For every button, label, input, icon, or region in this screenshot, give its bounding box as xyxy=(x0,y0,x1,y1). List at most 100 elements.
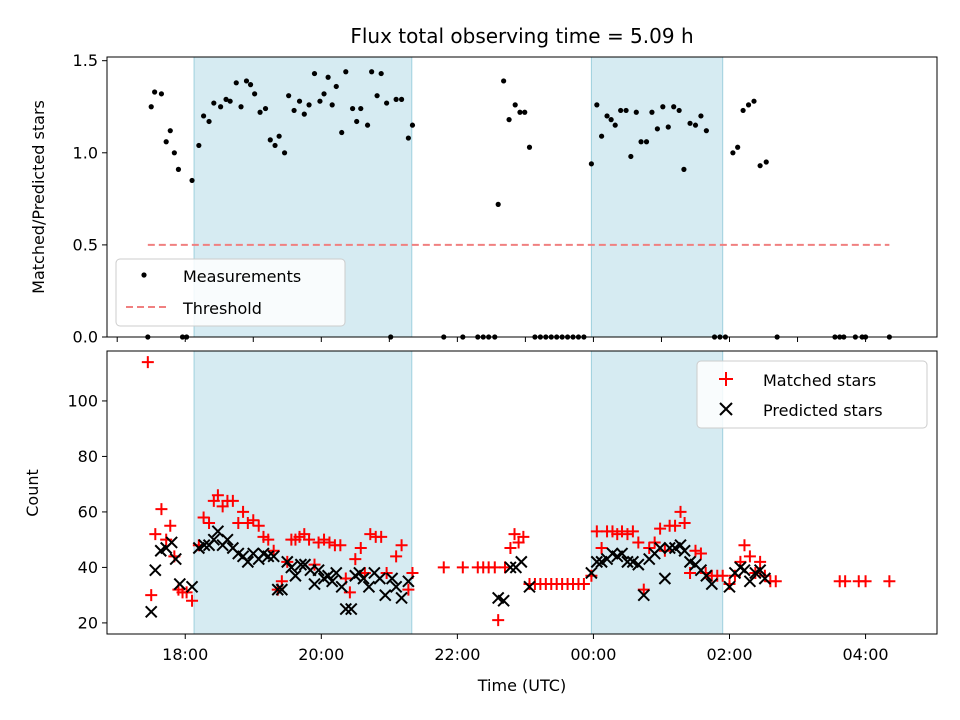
matched-star-point xyxy=(595,541,608,554)
y-tick-label: 100 xyxy=(67,391,98,410)
predicted-star-point xyxy=(169,552,182,566)
measurement-point xyxy=(730,150,736,156)
measurement-point xyxy=(325,74,331,80)
predicted-star-point xyxy=(281,555,294,569)
predicted-star-point xyxy=(395,591,408,605)
matched-star-point xyxy=(859,575,872,588)
matched-star-point xyxy=(517,530,530,543)
predicted-star-point xyxy=(674,539,687,552)
predicted-star-point xyxy=(497,594,510,607)
measurement-point xyxy=(321,91,327,97)
measurement-point xyxy=(175,166,182,172)
measurement-point xyxy=(676,107,682,114)
measurement-point xyxy=(238,104,244,110)
matched-star-point xyxy=(247,514,260,527)
predicted-star-point xyxy=(339,602,353,616)
bottom-legend-box xyxy=(696,360,928,429)
measurement-point xyxy=(378,70,384,77)
predicted-star-point xyxy=(515,555,528,569)
measurement-point xyxy=(257,109,263,115)
predicted-star-point xyxy=(145,605,158,619)
matched-star-point xyxy=(508,528,521,541)
matched-star-point xyxy=(390,550,403,563)
predicted-star-point xyxy=(758,572,772,585)
x-tick-label: 22:00 xyxy=(434,645,480,664)
matched-star-point xyxy=(632,536,645,549)
measurement-point xyxy=(311,70,318,77)
matched-star-point xyxy=(186,594,199,607)
bottom-legend: Matched stars Predicted stars xyxy=(696,360,928,429)
measurement-point xyxy=(148,104,154,110)
predicted-star-point xyxy=(267,550,280,563)
measurement-point xyxy=(333,83,339,90)
predicted-star-point xyxy=(615,547,629,560)
x-tick-label: 20:00 xyxy=(298,645,344,664)
x-tick-label: 02:00 xyxy=(706,645,752,664)
matched-star-point xyxy=(211,489,224,502)
top-ylabel: Matched/Predicted stars xyxy=(29,100,48,294)
measurement-point xyxy=(512,102,518,108)
measurement-point xyxy=(692,122,699,128)
matched-star-point xyxy=(395,539,408,552)
predicted-star-point xyxy=(185,580,199,594)
predicted-star-point xyxy=(357,572,370,585)
x-tick-label: 00:00 xyxy=(570,645,616,664)
y-tick-label: 0.5 xyxy=(73,235,98,254)
measurement-point xyxy=(618,107,624,114)
bottom-y-ticks: 20 40 60 80 100 xyxy=(67,391,107,632)
predicted-star-point xyxy=(207,533,221,546)
measurement-point xyxy=(393,96,399,102)
predicted-star-point xyxy=(198,539,211,552)
predicted-star-point xyxy=(330,566,343,580)
measurement-point xyxy=(247,82,254,88)
matched-star-point xyxy=(241,517,254,530)
legend-label-threshold: Threshold xyxy=(182,299,262,318)
top-legend-box xyxy=(115,258,346,327)
matched-star-point xyxy=(375,530,388,543)
matched-star-point xyxy=(364,528,377,541)
predicted-star-point xyxy=(165,536,178,549)
top-panel: Flux total observing time = 5.09 h 0.00.… xyxy=(29,24,938,347)
measurement-point xyxy=(233,80,239,86)
measurement-point xyxy=(405,135,411,141)
matched-star-point xyxy=(637,583,650,596)
matched-star-point xyxy=(312,536,325,549)
measurement-point xyxy=(654,126,660,132)
matched-star-point xyxy=(203,517,216,530)
legend-marker-matched xyxy=(719,372,733,386)
predicted-star-point xyxy=(294,558,308,571)
measurement-point xyxy=(604,113,610,119)
matched-star-point xyxy=(694,547,707,560)
measurement-point xyxy=(757,163,763,169)
matched-star-point xyxy=(626,525,639,538)
measurement-point xyxy=(252,91,258,97)
predicted-star-point xyxy=(221,533,234,546)
matched-star-point xyxy=(738,539,751,552)
observing-span xyxy=(193,350,413,635)
measurement-point xyxy=(171,150,177,156)
predicted-star-point xyxy=(308,577,321,591)
measurement-point xyxy=(158,91,165,97)
measurement-point xyxy=(687,120,693,126)
measurement-point xyxy=(522,109,528,115)
matched-star-point xyxy=(492,614,505,627)
matched-star-point xyxy=(674,505,687,518)
matched-star-point xyxy=(669,519,682,532)
predicted-star-point xyxy=(362,580,376,594)
measurement-point xyxy=(671,104,677,110)
measurement-point xyxy=(681,166,687,172)
measurement-point xyxy=(227,98,233,104)
matched-star-point xyxy=(839,575,852,588)
measurement-point xyxy=(343,69,349,75)
measurement-point xyxy=(201,113,207,119)
predicted-star-point xyxy=(271,583,284,596)
predicted-star-point xyxy=(385,572,399,585)
matched-star-point xyxy=(577,578,590,591)
measurement-point xyxy=(398,96,405,102)
y-tick-label: 80 xyxy=(78,447,98,466)
measurement-point xyxy=(167,128,173,134)
measurement-point xyxy=(243,78,250,84)
predicted-star-point xyxy=(653,541,667,555)
matched-star-point xyxy=(402,583,415,596)
matched-star-point xyxy=(621,528,634,541)
